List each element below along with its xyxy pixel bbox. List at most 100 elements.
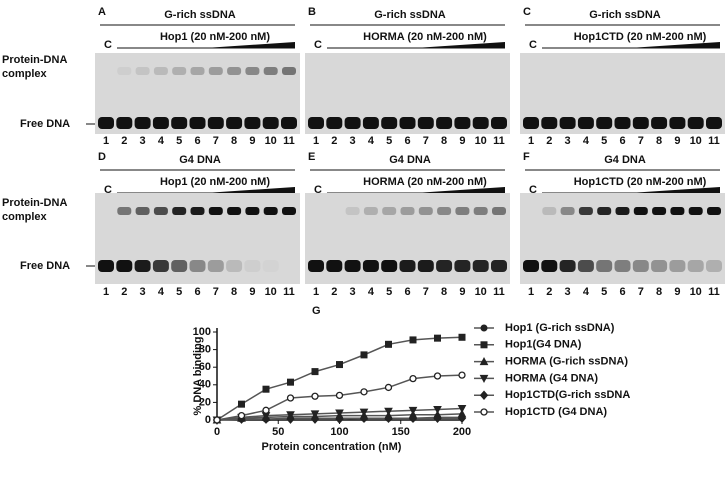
legend-marker: [479, 390, 489, 400]
lane-label: 8: [656, 135, 662, 147]
free-band: [207, 260, 224, 272]
lane-label: 2: [546, 286, 552, 298]
marker: [336, 361, 343, 369]
lane-label: 4: [158, 135, 165, 147]
x-tick-label: 150: [392, 426, 410, 438]
lane-label: 1: [313, 135, 319, 147]
marker: [384, 413, 393, 423]
lane-label: 8: [441, 135, 447, 147]
free-band: [706, 260, 722, 272]
marker: [261, 414, 271, 424]
complex-band: [652, 207, 667, 215]
lane-label: 2: [121, 286, 127, 298]
y-tick-label: 0: [205, 414, 211, 426]
lane-label: 11: [708, 135, 720, 147]
free-band: [632, 117, 649, 129]
free-band: [308, 117, 324, 129]
free-band: [226, 260, 243, 272]
lane-label: 9: [249, 286, 255, 298]
marker: [287, 378, 294, 386]
free-band: [596, 117, 613, 129]
complex-band: [382, 207, 397, 215]
wedge: [415, 187, 505, 193]
legend-marker: [480, 408, 488, 416]
legend-marker: [480, 324, 488, 332]
complex-band: [227, 67, 242, 75]
x-axis-label: Protein concentration (nM): [262, 441, 402, 453]
lane-label: 9: [459, 286, 465, 298]
complex-band: [245, 67, 260, 75]
free-band: [226, 117, 243, 129]
free-band: [399, 260, 416, 272]
marker: [311, 392, 319, 400]
y-tick-label: 40: [199, 379, 211, 391]
lane-label: 11: [493, 286, 505, 298]
lane-label: 1: [103, 135, 109, 147]
condition: HORMA (20 nM-200 nM): [363, 31, 487, 43]
complex-band: [153, 207, 168, 215]
lane-label: 6: [619, 286, 625, 298]
lane-label: 11: [493, 135, 505, 147]
marker: [359, 408, 369, 417]
marker: [457, 405, 467, 414]
free-band: [577, 260, 594, 272]
legend-marker: [480, 341, 488, 349]
lane-label: 11: [283, 286, 295, 298]
free-label: Free DNA: [20, 118, 70, 130]
control-label: C: [529, 184, 537, 196]
control-label: C: [314, 184, 322, 196]
control-label: C: [104, 39, 112, 51]
marker: [213, 416, 221, 424]
free-band: [491, 260, 507, 272]
lane-label: 7: [423, 286, 429, 298]
complex-band: [615, 207, 630, 215]
marker: [262, 406, 270, 414]
complex-band: [208, 67, 223, 75]
free-band: [326, 260, 343, 272]
lane-label: 2: [331, 135, 337, 147]
free-band: [116, 117, 133, 129]
free-band: [472, 260, 489, 272]
lane-label: 2: [121, 135, 127, 147]
x-tick-label: 0: [214, 426, 220, 438]
marker: [458, 333, 466, 341]
free-band: [134, 117, 151, 129]
panel-letter: B: [308, 6, 316, 18]
marker: [310, 410, 320, 419]
legend-label: Hop1 (G-rich ssDNA): [505, 322, 615, 334]
complex-band: [560, 207, 575, 215]
lane-label: 5: [176, 135, 182, 147]
complex-band: [153, 67, 168, 75]
lane-label: 10: [475, 135, 487, 147]
panel-title: G4 DNA: [604, 154, 646, 166]
lane-label: 11: [708, 286, 720, 298]
complex-band: [455, 207, 470, 215]
complex-band: [492, 207, 506, 215]
marker: [385, 340, 392, 348]
marker: [286, 394, 295, 402]
marker: [433, 413, 442, 423]
complex-band: [135, 207, 150, 215]
free-band: [134, 260, 151, 272]
marker: [384, 407, 393, 416]
panel-letter: F: [523, 151, 530, 163]
chart-letter: G: [312, 305, 321, 317]
complex-band: [263, 207, 278, 215]
marker: [409, 336, 417, 344]
marker: [408, 406, 418, 415]
lane-label: 10: [265, 286, 277, 298]
complex-band: [263, 67, 278, 75]
complex-band: [117, 67, 132, 75]
complex-band: [633, 207, 648, 215]
lane-label: 9: [459, 135, 465, 147]
lane-label: 7: [638, 135, 644, 147]
lane-label: 7: [638, 286, 644, 298]
lane-label: 5: [386, 286, 392, 298]
legend-marker: [479, 374, 489, 383]
free-band: [344, 260, 361, 272]
lane-label: 4: [583, 286, 590, 298]
lane-label: 1: [103, 286, 109, 298]
complex-band: [418, 207, 433, 215]
lane-label: 3: [140, 135, 146, 147]
free-band: [436, 117, 453, 129]
